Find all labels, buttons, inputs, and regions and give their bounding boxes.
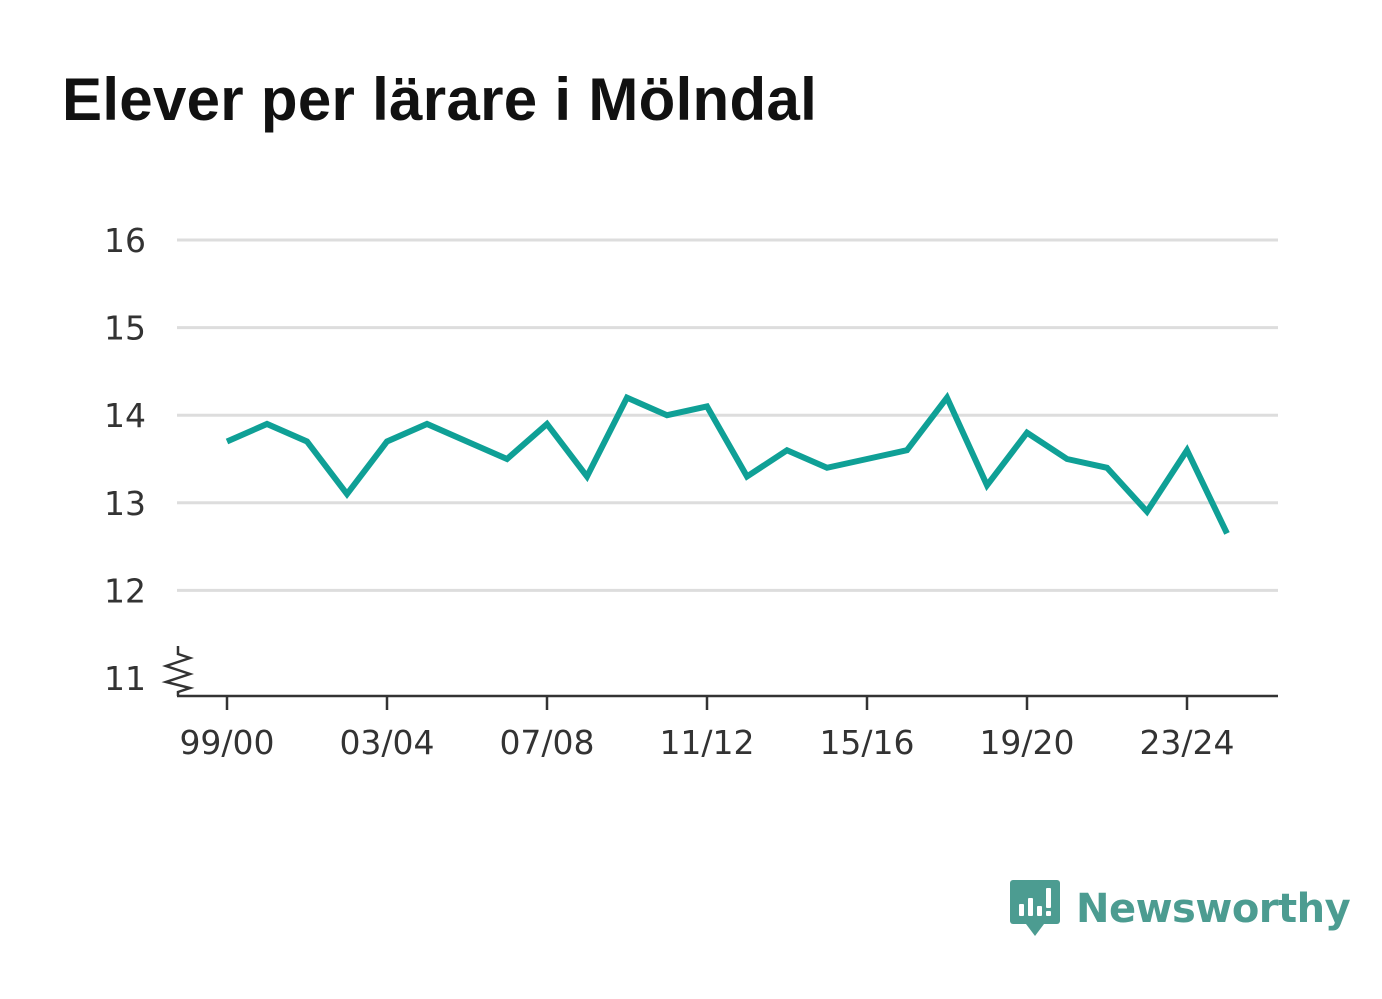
- brand-logo: Newsworthy: [1010, 878, 1351, 940]
- x-tick-label: 07/08: [499, 723, 594, 762]
- data-point-01-02: [304, 438, 310, 444]
- series-line: [225, 391, 1230, 535]
- data-point-14-15: [824, 465, 830, 471]
- data-point-02-03: [344, 491, 350, 497]
- data-point-13-14: [784, 447, 790, 453]
- y-tick-label: 15: [104, 309, 146, 348]
- data-point-22-23: [1144, 509, 1150, 515]
- x-axis-ticks: [225, 696, 1189, 710]
- data-point-18-19: [984, 482, 990, 488]
- data-point-06-07: [504, 456, 510, 462]
- data-point-19-20: [1024, 430, 1030, 436]
- data-point-11-12: [704, 403, 710, 409]
- data-point-05-06: [464, 438, 470, 444]
- x-tick-label: 15/16: [819, 723, 914, 762]
- data-point-15-16: [864, 456, 870, 462]
- data-point-20-21: [1064, 456, 1070, 462]
- newsworthy-logo-icon: [1010, 880, 1060, 936]
- x-tick-label: 23/24: [1139, 723, 1234, 762]
- brand-name: Newsworthy: [1076, 886, 1351, 932]
- x-tick-label: 19/20: [979, 723, 1074, 762]
- axis-break-marker: [161, 646, 195, 696]
- x-tick-label: 99/00: [179, 723, 274, 762]
- x-tick-label: 11/12: [659, 723, 754, 762]
- y-tick-label: 16: [104, 221, 146, 260]
- data-point-00-01: [264, 421, 270, 427]
- y-tick-label: 12: [104, 571, 146, 610]
- data-point-23-24: [1184, 447, 1190, 453]
- data-point-07-08: [544, 421, 550, 427]
- data-point-16-17: [904, 447, 910, 453]
- y-tick-label: 11: [104, 659, 146, 698]
- data-point-17-18: [944, 395, 950, 401]
- data-point-99-00: [224, 438, 230, 444]
- data-point-24-25: [1224, 530, 1230, 536]
- data-point-21-22: [1104, 465, 1110, 471]
- data-point-04-05: [424, 421, 430, 427]
- data-point-12-13: [744, 474, 750, 480]
- data-point-10-11: [664, 412, 670, 418]
- data-point-08-09: [584, 474, 590, 480]
- x-tick-label: 03/04: [339, 723, 434, 762]
- data-point-09-10: [624, 395, 630, 401]
- y-tick-label: 13: [104, 484, 146, 523]
- data-point-03-04: [384, 438, 390, 444]
- y-tick-label: 14: [104, 396, 146, 435]
- x-axis-labels: 99/00 03/04 07/08 11/12 15/16 19/20 23/24: [179, 723, 1234, 762]
- y-axis-labels: 16 15 14 13 12 11: [104, 221, 146, 698]
- gridlines: [177, 238, 1278, 592]
- chart-title: Elever per lärare i Mölndal: [62, 66, 818, 133]
